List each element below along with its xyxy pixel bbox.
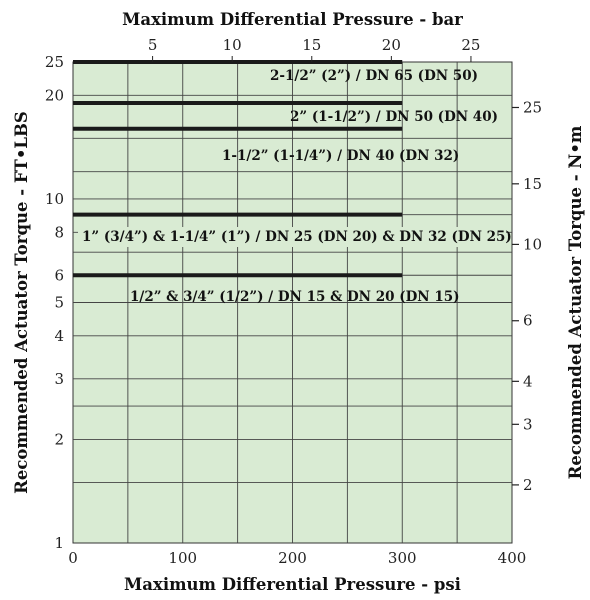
series-group: 2-1/2” (2”) / DN 65 (DN 50) 2” (1-1/2”) /… <box>73 60 512 305</box>
x2-tick-label: 5 <box>148 36 158 54</box>
series-label: 1-1/2” (1-1/4”) / DN 40 (DN 32) <box>222 148 459 164</box>
x-tick-label: 100 <box>168 549 197 567</box>
y2-tick-label: 6 <box>523 312 533 330</box>
y-tick-label: 10 <box>45 190 64 208</box>
y2-tick-label: 10 <box>523 235 542 253</box>
y-tick-label: 2 <box>54 430 64 448</box>
y-axis-left: 1 2 3 4 5 6 8 10 20 25 <box>45 53 64 552</box>
y2-tick-label: 2 <box>523 476 533 494</box>
y-tick-label: 8 <box>54 223 64 241</box>
y-axis-right: 2 3 4 6 10 15 25 <box>512 98 542 494</box>
series-label: 2” (1-1/2”) / DN 50 (DN 40) <box>290 109 498 125</box>
y2-tick-label: 15 <box>523 175 542 193</box>
series-label: 1” (3/4”) & 1-1/4” (1”) / DN 25 (DN 20) … <box>82 229 512 245</box>
y2-tick-label: 4 <box>523 372 533 390</box>
y-tick-label: 4 <box>54 327 64 345</box>
y-tick-label: 3 <box>54 370 64 388</box>
y-tick-label: 5 <box>54 294 64 312</box>
series-label: 1/2” & 3/4” (1/2”) / DN 15 & DN 20 (DN 1… <box>130 289 460 305</box>
y2-tick-label: 3 <box>523 415 533 433</box>
y-tick-label: 20 <box>45 86 64 104</box>
x2-axis-title: Maximum Differential Pressure - bar <box>122 10 463 29</box>
x2-tick-label: 10 <box>223 36 242 54</box>
x-tick-label: 400 <box>498 549 527 567</box>
x-tick-label: 300 <box>388 549 417 567</box>
series-label-bg <box>78 227 506 247</box>
y-tick-label: 6 <box>54 266 64 284</box>
x-axis-title: Maximum Differential Pressure - psi <box>124 575 461 594</box>
x2-tick-label: 25 <box>461 36 480 54</box>
y-axis-title: Recommended Actuator Torque - FT•LBS <box>12 111 31 494</box>
x2-tick-label: 20 <box>382 36 401 54</box>
series-label: 2-1/2” (2”) / DN 65 (DN 50) <box>270 68 478 84</box>
x-tick-label: 0 <box>68 549 78 567</box>
x-tick-label: 200 <box>278 549 307 567</box>
y2-tick-label: 25 <box>523 98 542 116</box>
y-tick-label: 1 <box>54 534 64 552</box>
y-tick-label: 25 <box>45 53 64 71</box>
y2-axis-title: Recommended Actuator Torque - N•m <box>566 125 585 479</box>
x-axis-bottom: 0 100 200 300 400 <box>68 549 526 567</box>
x2-tick-label: 15 <box>302 36 321 54</box>
x-axis-top: 5 10 15 20 25 <box>148 36 480 62</box>
